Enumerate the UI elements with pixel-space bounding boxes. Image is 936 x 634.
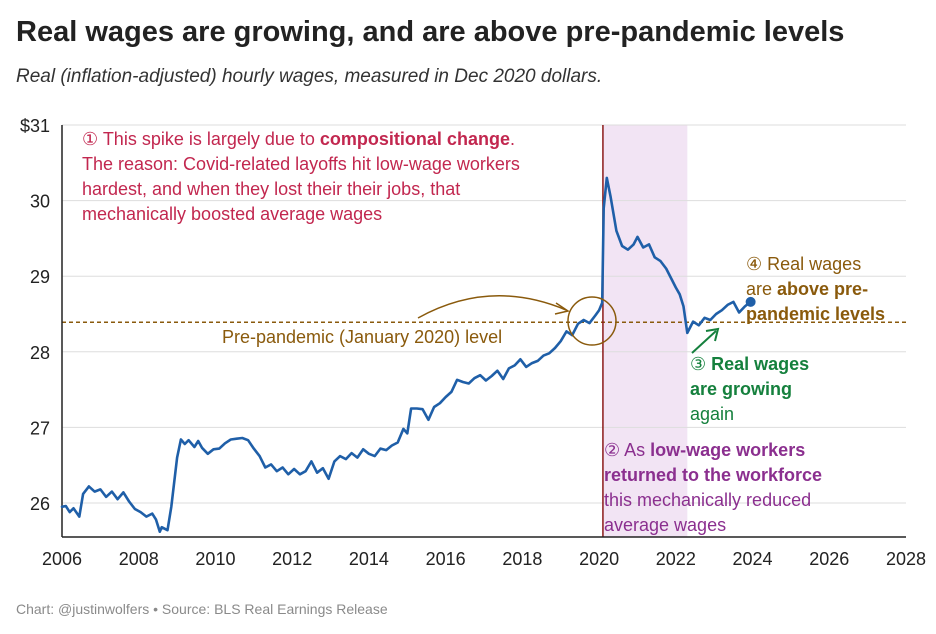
x-tick-label: 2014 [349, 549, 389, 569]
annotation-4-line-2: are above pre- [746, 279, 868, 299]
x-tick-label: 2010 [195, 549, 235, 569]
annotation-1-line-4: mechanically boosted average wages [82, 204, 382, 224]
annotation-1-prefix: ① This spike is largely due to [82, 129, 320, 149]
y-tick-label: 29 [30, 267, 50, 287]
annotation-1-line-1: ① This spike is largely due to compositi… [82, 129, 515, 149]
annotation-3-arrowhead [705, 327, 720, 342]
recovery-shade [602, 125, 688, 537]
y-tick-label: 30 [30, 192, 50, 212]
reference-label: Pre-pandemic (January 2020) level [222, 327, 502, 347]
annotation-2-line-4: average wages [604, 515, 726, 535]
x-tick-label: 2012 [272, 549, 312, 569]
y-tick-label: 27 [30, 418, 50, 438]
y-tick-label: 28 [30, 343, 50, 363]
pandemic-spike-circle [567, 296, 617, 346]
x-tick-label: 2018 [502, 549, 542, 569]
chart-title: Real wages are growing, and are above pr… [16, 16, 845, 48]
x-tick-label: 2016 [426, 549, 466, 569]
annotation-2-prefix: ② As [604, 440, 650, 460]
x-tick-label: 2026 [809, 549, 849, 569]
x-tick-label: 2024 [733, 549, 773, 569]
annotation-4-bold-1: above pre- [777, 279, 868, 299]
x-tick-label: 2020 [579, 549, 619, 569]
annotation-4-line-1: ④ Real wages [746, 254, 861, 274]
chart-source-footer: Chart: @justinwolfers • Source: BLS Real… [16, 601, 388, 617]
annotation-1-suffix: . [510, 129, 515, 149]
x-tick-label: 2008 [119, 549, 159, 569]
x-tick-label: 2022 [656, 549, 696, 569]
real-wage-series-line [60, 176, 751, 534]
y-tick-label: $31 [20, 116, 50, 136]
annotation-1-line-2: The reason: Covid-related layoffs hit lo… [82, 154, 520, 174]
annotation-2-line-3: this mechanically reduced [604, 490, 811, 510]
x-tick-label: 2006 [42, 549, 82, 569]
y-tick-label: 26 [30, 494, 50, 514]
annotation-3-line-1: ③ Real wages [690, 354, 809, 374]
annotation-2-bold-1: low-wage workers [650, 440, 805, 460]
annotation-3-arrow [691, 330, 717, 354]
annotation-2-line-2: returned to the workforce [604, 465, 822, 485]
annotation-1-line-3: hardest, and when they lost their their … [82, 179, 460, 199]
annotation-2-line-1: ② As low-wage workers [604, 440, 805, 460]
annotation-1-bold: compositional change [320, 129, 510, 149]
series-end-point [745, 296, 756, 307]
chart-subtitle: Real (inflation-adjusted) hourly wages, … [16, 66, 603, 87]
reference-arrow [417, 295, 567, 319]
x-tick-label: 2028 [886, 549, 926, 569]
annotation-3-prefix: ③ [690, 354, 711, 374]
annotation-4-line-3: pandemic levels [746, 304, 885, 324]
reference-arrowhead [554, 302, 570, 315]
annotation-3-line-3: again [690, 404, 734, 424]
annotation-4-prefix: are [746, 279, 777, 299]
annotation-3-line-2: are growing [690, 379, 792, 399]
annotation-3-bold-1: Real wages [711, 354, 809, 374]
